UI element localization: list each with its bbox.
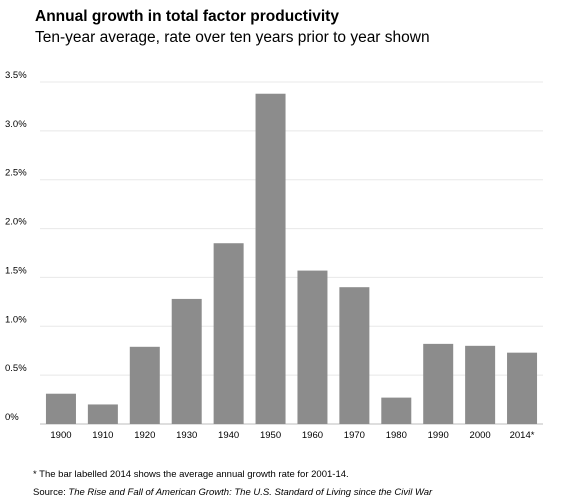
chart-subtitle: Ten-year average, rate over ten years pr… — [35, 29, 430, 46]
x-tick-label: 2014* — [510, 430, 535, 441]
x-tick-label: 1940 — [218, 430, 239, 441]
bar-1980 — [381, 397, 412, 424]
bar-2014* — [507, 352, 538, 424]
bar-1970 — [339, 287, 370, 424]
bar-1990 — [423, 343, 454, 424]
bar-1930 — [171, 298, 202, 424]
source-note: Source: The Rise and Fall of American Gr… — [33, 487, 432, 498]
x-tick-label: 1980 — [386, 430, 407, 441]
y-tick-label: 0.5% — [5, 363, 27, 374]
y-tick-label: 1.0% — [5, 314, 27, 325]
y-tick-label: 2.0% — [5, 217, 27, 228]
x-tick-label: 1990 — [428, 430, 449, 441]
chart-title: Annual growth in total factor productivi… — [35, 8, 339, 25]
source-label: Source: — [33, 487, 66, 498]
y-tick-label: 1.5% — [5, 265, 27, 276]
x-tick-label: 1930 — [176, 430, 197, 441]
footnote: * The bar labelled 2014 shows the averag… — [33, 469, 349, 480]
bar-1950 — [255, 93, 286, 425]
y-tick-label: 2.5% — [5, 168, 27, 179]
bar-2000 — [465, 345, 496, 424]
grid-lines — [40, 81, 543, 425]
x-tick-label: 1920 — [134, 430, 155, 441]
x-tick-label: 2000 — [470, 430, 491, 441]
bars — [45, 93, 538, 425]
y-tick-label: 3.5% — [5, 70, 27, 81]
x-axis-ticks: 1900 1910 1920 1930 1940 1950 1960 1970 1980 1990… — [50, 430, 534, 441]
x-tick-label: 1960 — [302, 430, 323, 441]
x-tick-label: 1900 — [50, 430, 71, 441]
bar-1910 — [87, 404, 118, 424]
bar-1960 — [297, 270, 328, 424]
x-tick-label: 1950 — [260, 430, 281, 441]
bar-1900 — [45, 393, 76, 424]
source-title: The Rise and Fall of American Growth: Th… — [68, 487, 433, 498]
x-tick-label: 1970 — [344, 430, 365, 441]
y-tick-label: 3.0% — [5, 119, 27, 130]
y-tick-label: 0% — [5, 412, 19, 423]
x-tick-label: 1910 — [92, 430, 113, 441]
y-axis-ticks: 0% 0.5% 1.0% 1.5% 2.0% 2.5% 3.0% 3.5% — [5, 70, 27, 423]
bar-1920 — [129, 346, 160, 424]
bar-1940 — [213, 243, 244, 424]
